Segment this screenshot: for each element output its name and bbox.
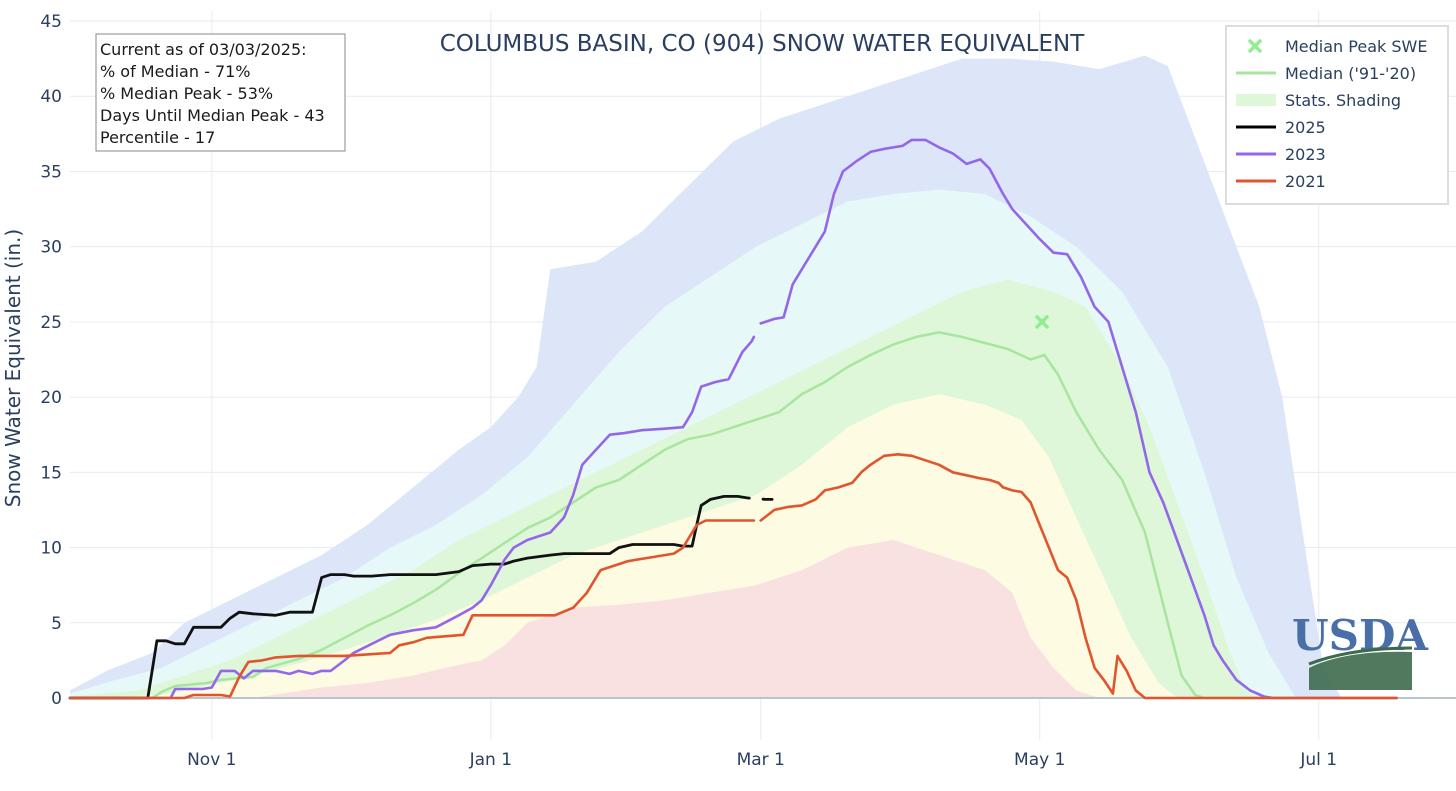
stats-shading-bands — [70, 55, 1397, 699]
x-tick-label: May 1 — [1014, 750, 1065, 770]
legend-frame — [1225, 25, 1449, 205]
legend-item[interactable]: 2021 — [1236, 172, 1326, 191]
median-peak-swe-point — [1035, 315, 1049, 329]
x-tick-label: Nov 1 — [187, 750, 236, 770]
series-line-2023 — [759, 138, 1398, 700]
y-tick-label: 0 — [51, 689, 62, 709]
x-tick-label: Jul 1 — [1299, 750, 1337, 770]
legend-label: 2023 — [1285, 145, 1326, 164]
series-lines — [68, 138, 1398, 700]
y-tick-label: 10 — [40, 539, 62, 559]
info-line-current: Current as of 03/03/2025: — [100, 40, 307, 59]
series-line-median-91-20- — [68, 331, 1398, 700]
x-axis-ticks: Nov 1 Jan 1 Mar 1 May 1 Jul 1 — [187, 750, 1337, 770]
legend-item[interactable]: Stats. Shading — [1236, 91, 1401, 110]
legend-item[interactable]: Median Peak SWE — [1248, 37, 1427, 56]
legend-item[interactable]: 2023 — [1236, 145, 1326, 164]
legend-label: 2025 — [1285, 118, 1326, 137]
y-tick-label: 15 — [40, 463, 62, 483]
legend-item[interactable]: Median ('91-'20) — [1236, 64, 1416, 83]
legend-label: Stats. Shading — [1285, 91, 1401, 110]
y-tick-label: 20 — [40, 388, 62, 408]
series-line-2025 — [68, 495, 751, 700]
y-tick-label: 30 — [40, 238, 62, 258]
legend-x-marker — [1248, 39, 1262, 53]
legend-item[interactable]: 2025 — [1236, 118, 1326, 137]
y-tick-label: 5 — [51, 614, 62, 634]
y-tick-label: 25 — [40, 313, 62, 333]
legend-label: 2021 — [1285, 172, 1326, 191]
chart-title: COLUMBUS BASIN, CO (904) SNOW WATER EQUI… — [440, 31, 1085, 57]
info-line-pct-median-peak: % Median Peak - 53% — [100, 84, 273, 103]
band-p50-p30 — [70, 394, 1397, 698]
info-line-percentile: Percentile - 17 — [100, 128, 215, 147]
info-box: Current as of 03/03/2025: % of Median - … — [95, 33, 346, 152]
x-tick-label: Jan 1 — [469, 750, 512, 770]
band-p30-min — [70, 540, 1397, 698]
series-line-2021 — [68, 519, 756, 700]
info-line-days-until-peak: Days Until Median Peak - 43 — [100, 106, 325, 125]
legend-label: Median ('91-'20) — [1285, 64, 1416, 83]
info-line-pct-median: % of Median - 71% — [100, 62, 251, 81]
y-tick-label: 40 — [40, 87, 62, 107]
info-box-frame — [95, 33, 346, 152]
y-axis-label: Snow Water Equivalent (in.) — [1, 229, 25, 507]
y-tick-label: 45 — [40, 12, 62, 32]
y-tick-label: 35 — [40, 162, 62, 182]
x-tick-label: Mar 1 — [737, 750, 785, 770]
legend: Median Peak SWE Median ('91-'20) Stats. Sh… — [1225, 25, 1449, 205]
median-peak-marker — [1035, 315, 1049, 329]
usda-logo-arc — [1308, 646, 1413, 666]
series-line-2021 — [759, 453, 1398, 700]
usda-logo: USDA — [1292, 611, 1429, 690]
usda-logo-field — [1309, 651, 1412, 690]
legend-label: Median Peak SWE — [1285, 37, 1427, 56]
legend-band-swatch — [1236, 94, 1276, 106]
y-axis-ticks: 0 5 10 15 20 25 30 35 40 45 — [40, 12, 62, 709]
